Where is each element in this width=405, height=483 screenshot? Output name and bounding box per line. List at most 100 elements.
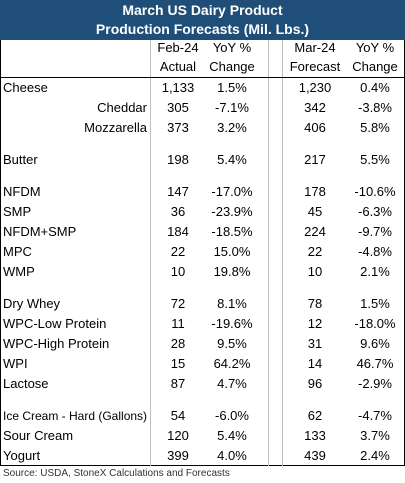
- title-band: [0, 0, 405, 40]
- cell-value: 3.2%: [217, 120, 247, 135]
- cell-value: 1,133: [161, 80, 195, 95]
- cell-value: 147: [167, 184, 189, 199]
- cell-value: 54: [170, 408, 186, 423]
- row-label: NFDM: [3, 184, 41, 199]
- row-label: Cheese: [3, 80, 48, 95]
- sub-row-label: Mozzarella: [84, 120, 147, 135]
- cell-value: 4.7%: [217, 376, 247, 391]
- row-label: WMP: [3, 264, 35, 279]
- col-divider: [268, 40, 269, 466]
- cell-value: 5.8%: [360, 120, 390, 135]
- cell-value: 217: [304, 152, 326, 167]
- title-line: March US Dairy Product: [122, 2, 283, 18]
- cell-value: 120: [167, 428, 189, 443]
- cell-value: -18.0%: [354, 316, 396, 331]
- cell-value: 12: [307, 316, 323, 331]
- cell-value: 2.4%: [360, 448, 390, 463]
- cell-value: 5.4%: [217, 428, 247, 443]
- cell-value: 22: [170, 244, 186, 259]
- row-label: WPI: [3, 356, 28, 371]
- cell-value: 46.7%: [356, 356, 394, 371]
- row-label: Sour Cream: [3, 428, 74, 443]
- cell-value: 3.7%: [360, 428, 390, 443]
- cell-value: 96: [307, 376, 323, 391]
- cell-value: 5.4%: [217, 152, 247, 167]
- cell-value: 9.5%: [217, 336, 247, 351]
- cell-value: 224: [304, 224, 326, 239]
- row-label: Ice Cream - Hard (Gallons): [3, 409, 148, 423]
- cell-value: 178: [304, 184, 326, 199]
- cell-value: 19.8%: [213, 264, 251, 279]
- cell-value: 133: [304, 428, 326, 443]
- cell-value: 87: [170, 376, 186, 391]
- title-line: Production Forecasts (Mil. Lbs.): [95, 21, 310, 37]
- row-label: MPC: [3, 244, 32, 259]
- cell-value: -19.6%: [211, 316, 253, 331]
- cell-value: -6.0%: [215, 408, 249, 423]
- column-header: Actual: [159, 59, 197, 74]
- cell-value: 373: [167, 120, 189, 135]
- cell-value: -2.9%: [358, 376, 392, 391]
- cell-value: -7.1%: [215, 100, 249, 115]
- cell-value: -10.6%: [354, 184, 396, 199]
- col-divider: [150, 40, 151, 466]
- cell-value: 15: [170, 356, 186, 371]
- cell-value: 31: [307, 336, 323, 351]
- cell-value: -6.3%: [358, 204, 392, 219]
- column-header: YoY %: [355, 40, 395, 55]
- cell-value: 72: [170, 296, 186, 311]
- cell-value: -18.5%: [211, 224, 253, 239]
- cell-value: 198: [167, 152, 189, 167]
- header-rule: [0, 77, 405, 78]
- row-label: SMP: [3, 204, 32, 219]
- column-header: Change: [352, 59, 398, 74]
- cell-value: 184: [167, 224, 189, 239]
- source-note: Source: USDA, StoneX Calculations and Fo…: [3, 468, 230, 479]
- col-divider: [282, 40, 283, 466]
- cell-value: 399: [167, 448, 189, 463]
- cell-value: -17.0%: [211, 184, 253, 199]
- cell-value: 11: [171, 316, 185, 331]
- cell-value: -4.7%: [358, 408, 392, 423]
- row-label: Lactose: [3, 376, 49, 391]
- cell-value: 10: [307, 264, 323, 279]
- cell-value: -4.8%: [358, 244, 392, 259]
- cell-value: 439: [304, 448, 326, 463]
- cell-value: 10: [170, 264, 186, 279]
- sub-row-label: Cheddar: [97, 100, 147, 115]
- column-header: Mar-24: [294, 40, 336, 55]
- cell-value: 15.0%: [213, 244, 251, 259]
- cell-value: 9.6%: [360, 336, 390, 351]
- row-label: WPC-Low Protein: [3, 316, 107, 331]
- cell-value: 36: [170, 204, 186, 219]
- cell-value: 28: [170, 336, 186, 351]
- cell-value: 1.5%: [217, 80, 247, 95]
- cell-value: 342: [304, 100, 326, 115]
- cell-value: 0.4%: [360, 80, 390, 95]
- cell-value: 45: [307, 204, 323, 219]
- cell-value: -23.9%: [211, 204, 253, 219]
- row-label: Dry Whey: [3, 296, 61, 311]
- cell-value: 64.2%: [213, 356, 251, 371]
- cell-value: 1,230: [298, 80, 332, 95]
- column-header: YoY %: [212, 40, 252, 55]
- cell-value: 406: [304, 120, 326, 135]
- cell-value: 2.1%: [360, 264, 390, 279]
- row-label: Yogurt: [3, 448, 41, 463]
- cell-value: -3.8%: [358, 100, 392, 115]
- cell-value: -9.7%: [358, 224, 392, 239]
- cell-value: 305: [167, 100, 189, 115]
- column-header: Feb-24: [157, 40, 199, 55]
- cell-value: 8.1%: [217, 296, 247, 311]
- cell-value: 1.5%: [360, 296, 390, 311]
- cell-value: 78: [307, 296, 323, 311]
- cell-value: 62: [307, 408, 323, 423]
- row-label: WPC-High Protein: [3, 336, 110, 351]
- cell-value: 5.5%: [360, 152, 390, 167]
- cell-value: 14: [307, 356, 323, 371]
- column-header: Change: [209, 59, 255, 74]
- row-label: NFDM+SMP: [3, 224, 77, 239]
- cell-value: 22: [307, 244, 323, 259]
- row-label: Butter: [3, 152, 38, 167]
